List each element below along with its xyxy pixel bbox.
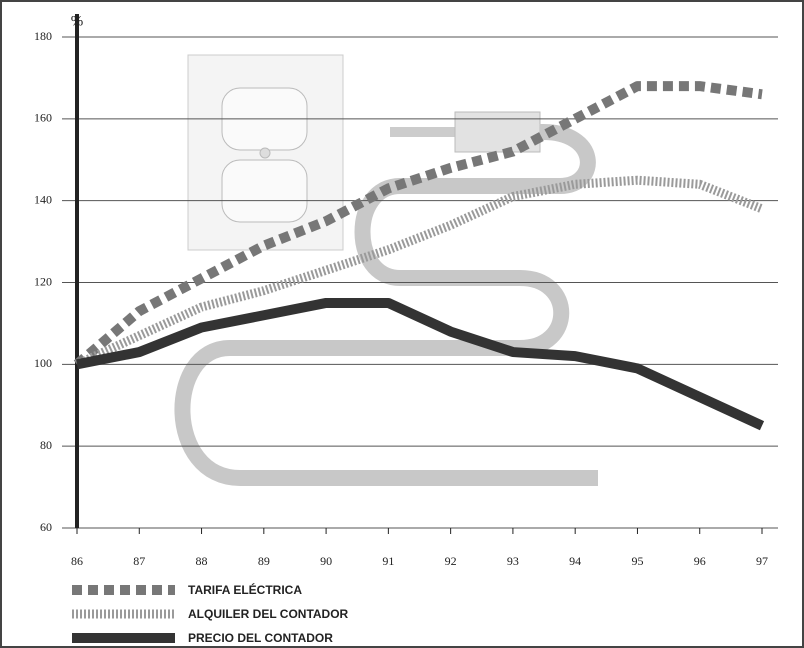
x-tick-label: 94 [569, 554, 581, 568]
x-tick-label: 89 [258, 554, 270, 568]
series-line [75, 175, 764, 369]
x-tick-label: 91 [382, 554, 394, 568]
plot: 60 80 100 120 140 160 180 86 87 88 89 90 91 92 93 94 95 9… [34, 14, 778, 568]
y-tick-label: 140 [34, 192, 52, 206]
x-tick-label: 96 [694, 554, 706, 568]
series-line [73, 81, 763, 369]
x-tick-label: 90 [320, 554, 332, 568]
y-tick-label: 100 [34, 356, 52, 370]
x-tick-label: 92 [445, 554, 457, 568]
series-line [76, 297, 765, 431]
y-tick-label: 180 [34, 29, 52, 43]
legend-label: TARIFA ELÉCTRICA [188, 582, 302, 597]
y-tick-label: 160 [34, 111, 52, 125]
outlet-illustration [187, 54, 344, 251]
x-tick-label: 88 [196, 554, 208, 568]
y-tick-label: 60 [40, 520, 52, 534]
y-tick-label: 80 [40, 438, 52, 452]
x-tick-label: 87 [133, 554, 145, 568]
x-tick-label: 86 [71, 554, 83, 568]
legend-label: PRECIO DEL CONTADOR [188, 631, 333, 645]
x-tick-label: 97 [756, 554, 768, 568]
y-tick-label: 120 [34, 274, 52, 288]
y-axis-label: % [71, 13, 84, 29]
x-tick-label: 93 [507, 554, 519, 568]
x-tick-label: 95 [631, 554, 643, 568]
legend-label: ALQUILER DEL CONTADOR [188, 607, 349, 621]
